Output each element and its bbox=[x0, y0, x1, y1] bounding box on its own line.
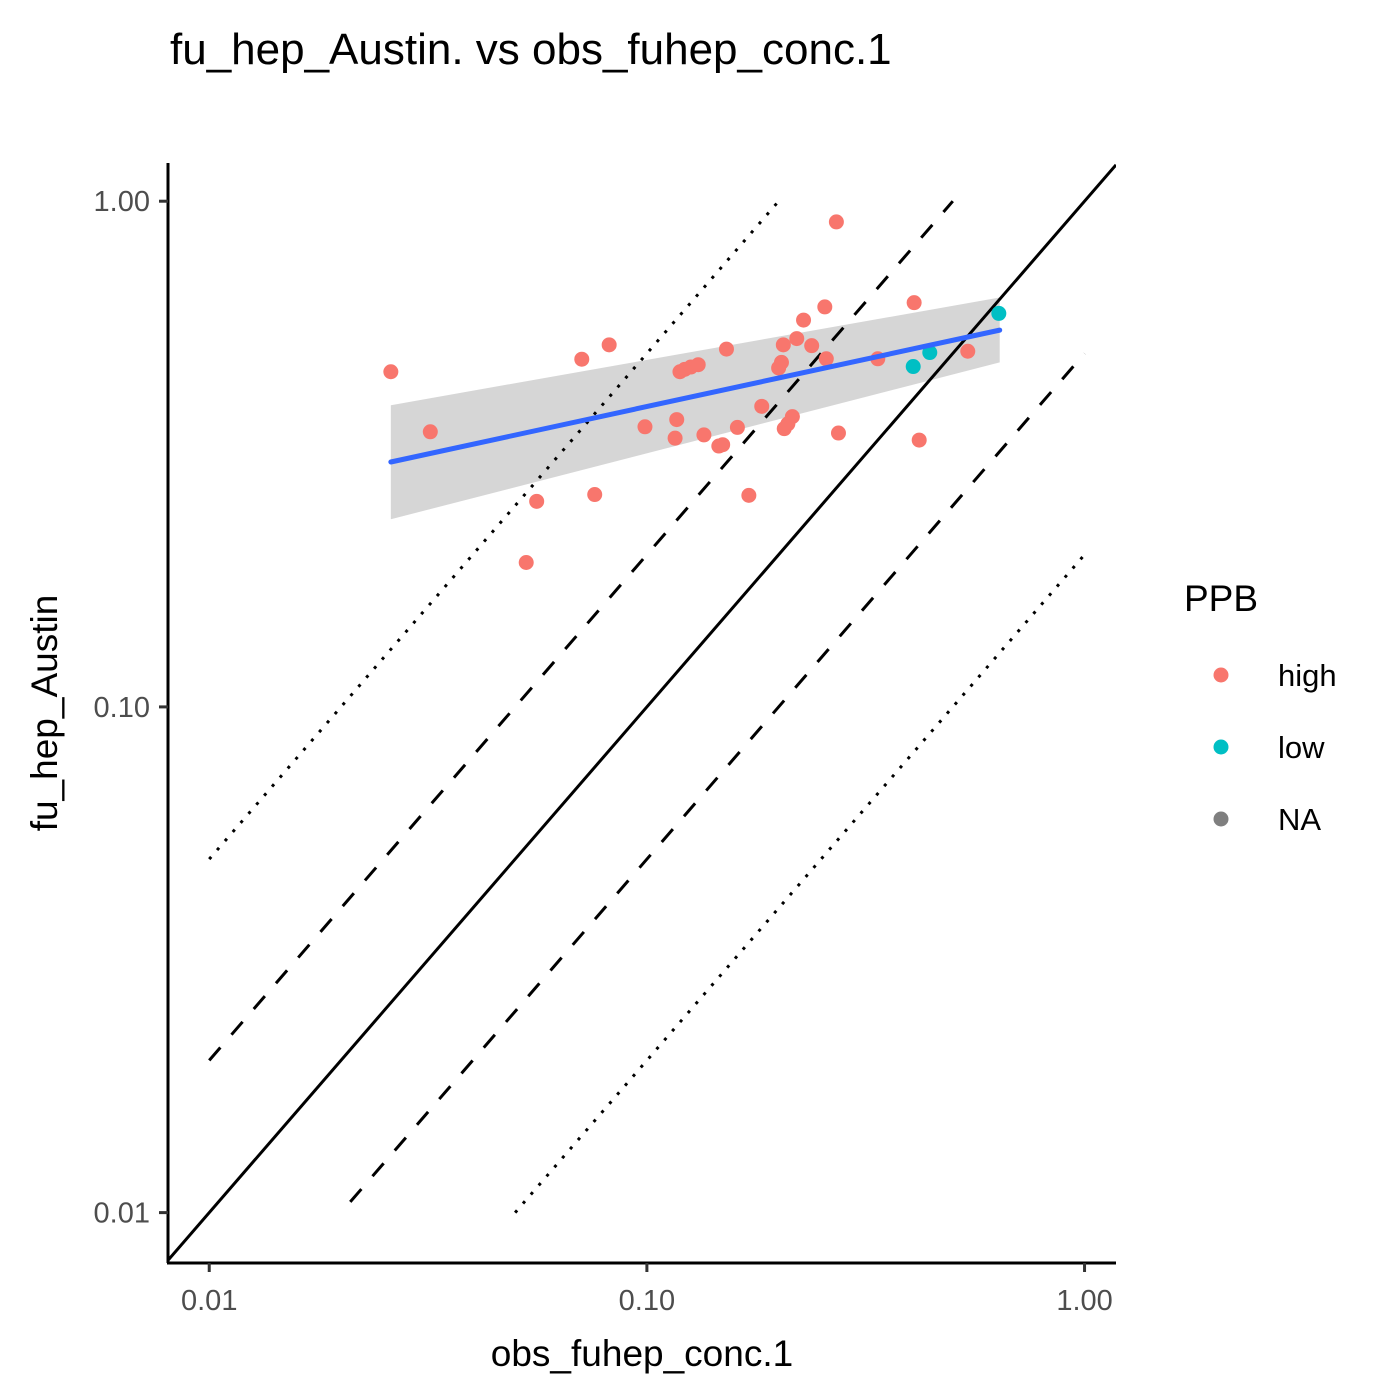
y-tick-label: 1.00 bbox=[94, 186, 150, 218]
point-high bbox=[828, 214, 844, 230]
point-high bbox=[667, 430, 683, 446]
x-tick-label: 0.01 bbox=[181, 1285, 237, 1317]
point-high bbox=[669, 412, 685, 428]
x-tick-label: 1.00 bbox=[1056, 1285, 1112, 1317]
chart-title: fu_hep_Austin. vs obs_fuhep_conc.1 bbox=[170, 25, 892, 74]
reference-line-solid-0 bbox=[168, 163, 1116, 1262]
point-high bbox=[817, 299, 833, 315]
reference-line-dashed-1 bbox=[208, 200, 954, 1062]
point-high bbox=[754, 398, 770, 414]
reference-line-dotted-3 bbox=[208, 200, 780, 861]
point-high bbox=[696, 427, 712, 443]
point-high bbox=[574, 351, 590, 367]
reference-line-dotted-4 bbox=[514, 553, 1086, 1214]
point-high bbox=[518, 555, 534, 571]
point-high bbox=[637, 419, 653, 435]
legend-entries: high low NA bbox=[1213, 658, 1337, 837]
point-high bbox=[422, 424, 438, 440]
point-low bbox=[991, 305, 1007, 321]
legend: PPB high low NA bbox=[1184, 578, 1337, 837]
point-high bbox=[773, 354, 789, 370]
point-low bbox=[922, 345, 938, 361]
point-high bbox=[830, 425, 846, 441]
x-tick-label: 0.10 bbox=[619, 1285, 675, 1317]
legend-key-na bbox=[1213, 811, 1229, 827]
trend-line-path bbox=[388, 327, 1003, 465]
point-high bbox=[775, 337, 791, 353]
data-points bbox=[383, 214, 1007, 571]
point-high bbox=[818, 351, 834, 367]
point-high bbox=[960, 343, 976, 359]
legend-label-high: high bbox=[1278, 658, 1337, 693]
confidence-band bbox=[390, 297, 1000, 520]
point-high bbox=[383, 364, 399, 380]
point-low bbox=[905, 359, 921, 375]
legend-label-na: NA bbox=[1278, 802, 1321, 837]
y-axis-ticks: 0.01 0.10 1.00 bbox=[94, 186, 168, 1230]
point-high bbox=[601, 337, 617, 353]
point-high bbox=[741, 487, 757, 503]
reference-lines bbox=[168, 163, 1116, 1262]
point-high bbox=[718, 341, 734, 357]
legend-label-low: low bbox=[1278, 730, 1325, 765]
point-high bbox=[911, 432, 927, 448]
x-axis-ticks: 0.01 0.10 1.00 bbox=[181, 1263, 1113, 1317]
legend-key-high bbox=[1213, 667, 1229, 683]
point-high bbox=[587, 487, 603, 503]
y-tick-label: 0.01 bbox=[94, 1198, 150, 1230]
point-high bbox=[789, 331, 805, 347]
y-tick-label: 0.10 bbox=[94, 692, 150, 724]
legend-key-low bbox=[1213, 739, 1229, 755]
trend-line bbox=[388, 327, 1003, 465]
plot-panel bbox=[168, 163, 1116, 1262]
trend-confidence-band bbox=[390, 297, 1000, 520]
x-axis-label: obs_fuhep_conc.1 bbox=[491, 1333, 793, 1374]
point-high bbox=[804, 338, 820, 354]
legend-title: PPB bbox=[1184, 578, 1258, 619]
point-high bbox=[784, 409, 800, 425]
point-high bbox=[529, 493, 545, 509]
point-high bbox=[729, 419, 745, 435]
point-high bbox=[690, 357, 706, 373]
y-axis-label: fu_hep_Austin bbox=[24, 595, 65, 832]
point-high bbox=[796, 312, 812, 328]
point-high bbox=[906, 295, 922, 311]
point-high bbox=[715, 437, 731, 453]
